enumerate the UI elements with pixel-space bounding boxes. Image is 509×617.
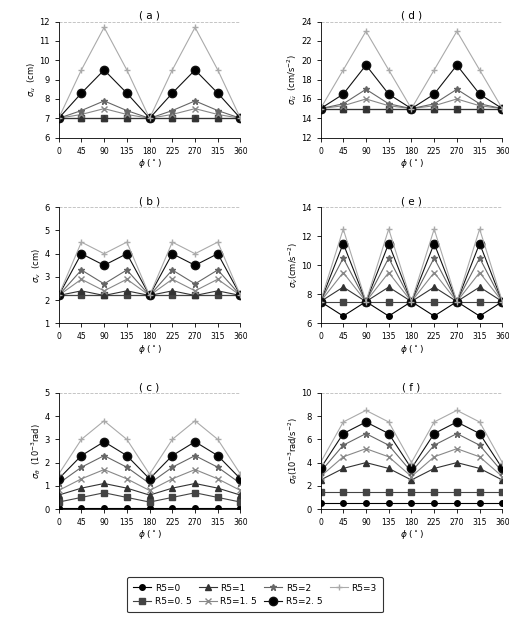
Title: ( b ): ( b ) [139, 196, 160, 207]
Y-axis label: $\sigma_{\ddot{\theta}}$($10^{-3}$rad/s$^{-2}$): $\sigma_{\ddot{\theta}}$($10^{-3}$rad/s$… [285, 418, 299, 484]
X-axis label: $\phi$ ($^\circ$): $\phi$ ($^\circ$) [399, 157, 422, 170]
X-axis label: $\phi$ ($^\circ$): $\phi$ ($^\circ$) [137, 528, 161, 542]
X-axis label: $\phi$ ($^\circ$): $\phi$ ($^\circ$) [137, 157, 161, 170]
Title: ( a ): ( a ) [139, 11, 160, 21]
Title: ( d ): ( d ) [400, 11, 421, 21]
Title: ( c ): ( c ) [139, 382, 159, 392]
X-axis label: $\phi$ ($^\circ$): $\phi$ ($^\circ$) [399, 528, 422, 542]
Legend: R5=0, R5=0. 5, R5=1, R5=1. 5, R5=2, R5=2. 5, R5=3: R5=0, R5=0. 5, R5=1, R5=1. 5, R5=2, R5=2… [127, 578, 382, 613]
X-axis label: $\phi$ ($^\circ$): $\phi$ ($^\circ$) [137, 343, 161, 356]
Title: ( f ): ( f ) [402, 382, 420, 392]
Y-axis label: $\sigma_{\ddot{u}}$  (cm/s$^{-2}$): $\sigma_{\ddot{u}}$ (cm/s$^{-2}$) [285, 54, 299, 106]
Y-axis label: $\sigma_u$  (cm): $\sigma_u$ (cm) [25, 62, 38, 97]
Y-axis label: $\sigma_v$  (cm): $\sigma_v$ (cm) [31, 248, 43, 283]
Y-axis label: $\sigma_{\ddot{v}}$(cm/s$^{-2}$): $\sigma_{\ddot{v}}$(cm/s$^{-2}$) [285, 242, 299, 288]
Y-axis label: $\sigma_\theta$  ($10^{-3}$rad): $\sigma_\theta$ ($10^{-3}$rad) [29, 423, 43, 479]
Title: ( e ): ( e ) [400, 196, 421, 207]
X-axis label: $\phi$ ($^\circ$): $\phi$ ($^\circ$) [399, 343, 422, 356]
